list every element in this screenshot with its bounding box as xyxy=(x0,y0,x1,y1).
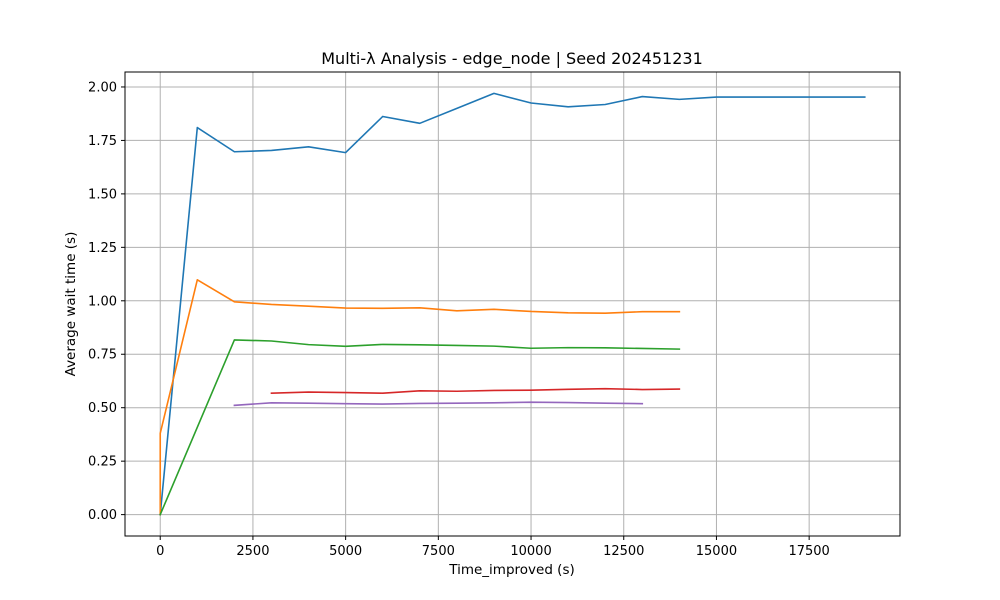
grid-layer xyxy=(125,72,900,536)
x-axis-label: Time_improved (s) xyxy=(448,562,575,578)
series-line-1 xyxy=(159,92,866,516)
series-line-5 xyxy=(233,401,644,407)
plot-frame xyxy=(124,71,901,537)
x-tick-label: 10000 xyxy=(510,544,551,559)
series-line-3 xyxy=(159,339,681,516)
x-tick-label: 0 xyxy=(156,544,164,559)
x-tick-label: 5000 xyxy=(329,544,362,559)
y-tick-label: 0.75 xyxy=(88,348,117,363)
y-tick-label: 0.25 xyxy=(88,455,117,470)
y-axis-label: Average wait time (s) xyxy=(63,232,79,377)
series-line-4 xyxy=(270,387,681,394)
y-tick-label: 1.50 xyxy=(88,187,117,202)
y-axis: 0.00 0.25 0.50 0.75 1.00 1.25 1.50 1.75 2.00 xyxy=(88,80,125,523)
x-tick-label: 17500 xyxy=(788,544,829,559)
y-tick-label: 0.00 xyxy=(88,508,117,523)
y-tick-label: 2.00 xyxy=(88,80,117,95)
x-axis: 0 2500 5000 7500 10000 12500 15000 17500 xyxy=(156,536,830,559)
chart-title: Multi-λ Analysis - edge_node | Seed 2024… xyxy=(321,49,703,69)
series-line-2 xyxy=(159,279,681,516)
x-tick-label: 12500 xyxy=(603,544,644,559)
y-tick-label: 0.50 xyxy=(88,401,117,416)
series-layer xyxy=(159,92,866,516)
y-tick-label: 1.75 xyxy=(88,134,117,149)
x-tick-label: 2500 xyxy=(236,544,269,559)
x-tick-label: 7500 xyxy=(422,544,455,559)
y-tick-label: 1.00 xyxy=(88,294,117,309)
y-tick-label: 1.25 xyxy=(88,241,117,256)
x-tick-label: 15000 xyxy=(696,544,737,559)
